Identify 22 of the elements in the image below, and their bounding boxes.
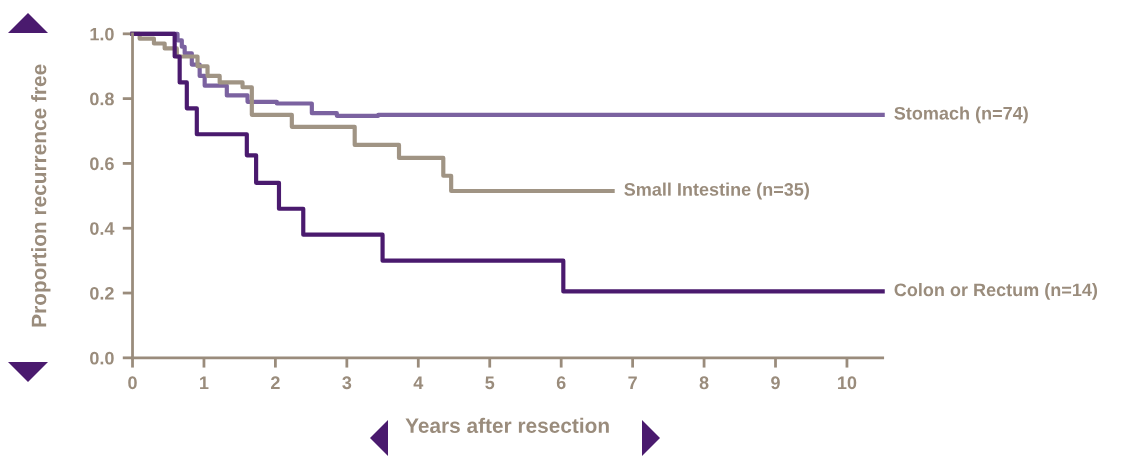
series-label: Small Intestine (n=35) [624, 182, 809, 200]
x-tick-label: 0 [128, 376, 137, 390]
x-tick-label: 2 [271, 376, 280, 389]
y-tick-label: 0.4 [90, 222, 115, 235]
y-tick-label: 0.8 [90, 92, 114, 106]
x-tick-label: 9 [771, 376, 780, 390]
x-axis-title: Years after resection [405, 417, 609, 434]
x-tick-label: 5 [485, 376, 495, 390]
y-tick-label: 0.2 [90, 286, 114, 300]
x-tick-label: 4 [413, 376, 424, 389]
y-tick-label: 0.6 [90, 157, 114, 171]
y-tick-label: 0.0 [90, 351, 114, 365]
y-tick-label: 1.0 [90, 27, 114, 41]
x-tick-label: 1 [200, 376, 209, 389]
x-tick-label: 6 [556, 376, 566, 390]
series-label: Stomach (n=74) [894, 106, 1028, 124]
x-tick-label: 8 [699, 376, 709, 390]
x-tick-label: 3 [342, 376, 352, 390]
series-label: Colon or Rectum (n=14) [894, 282, 1098, 300]
x-tick-label: 10 [838, 376, 857, 390]
x-tick-label: 7 [628, 376, 637, 389]
y-axis-title: Proportion recurrence free [31, 64, 51, 327]
